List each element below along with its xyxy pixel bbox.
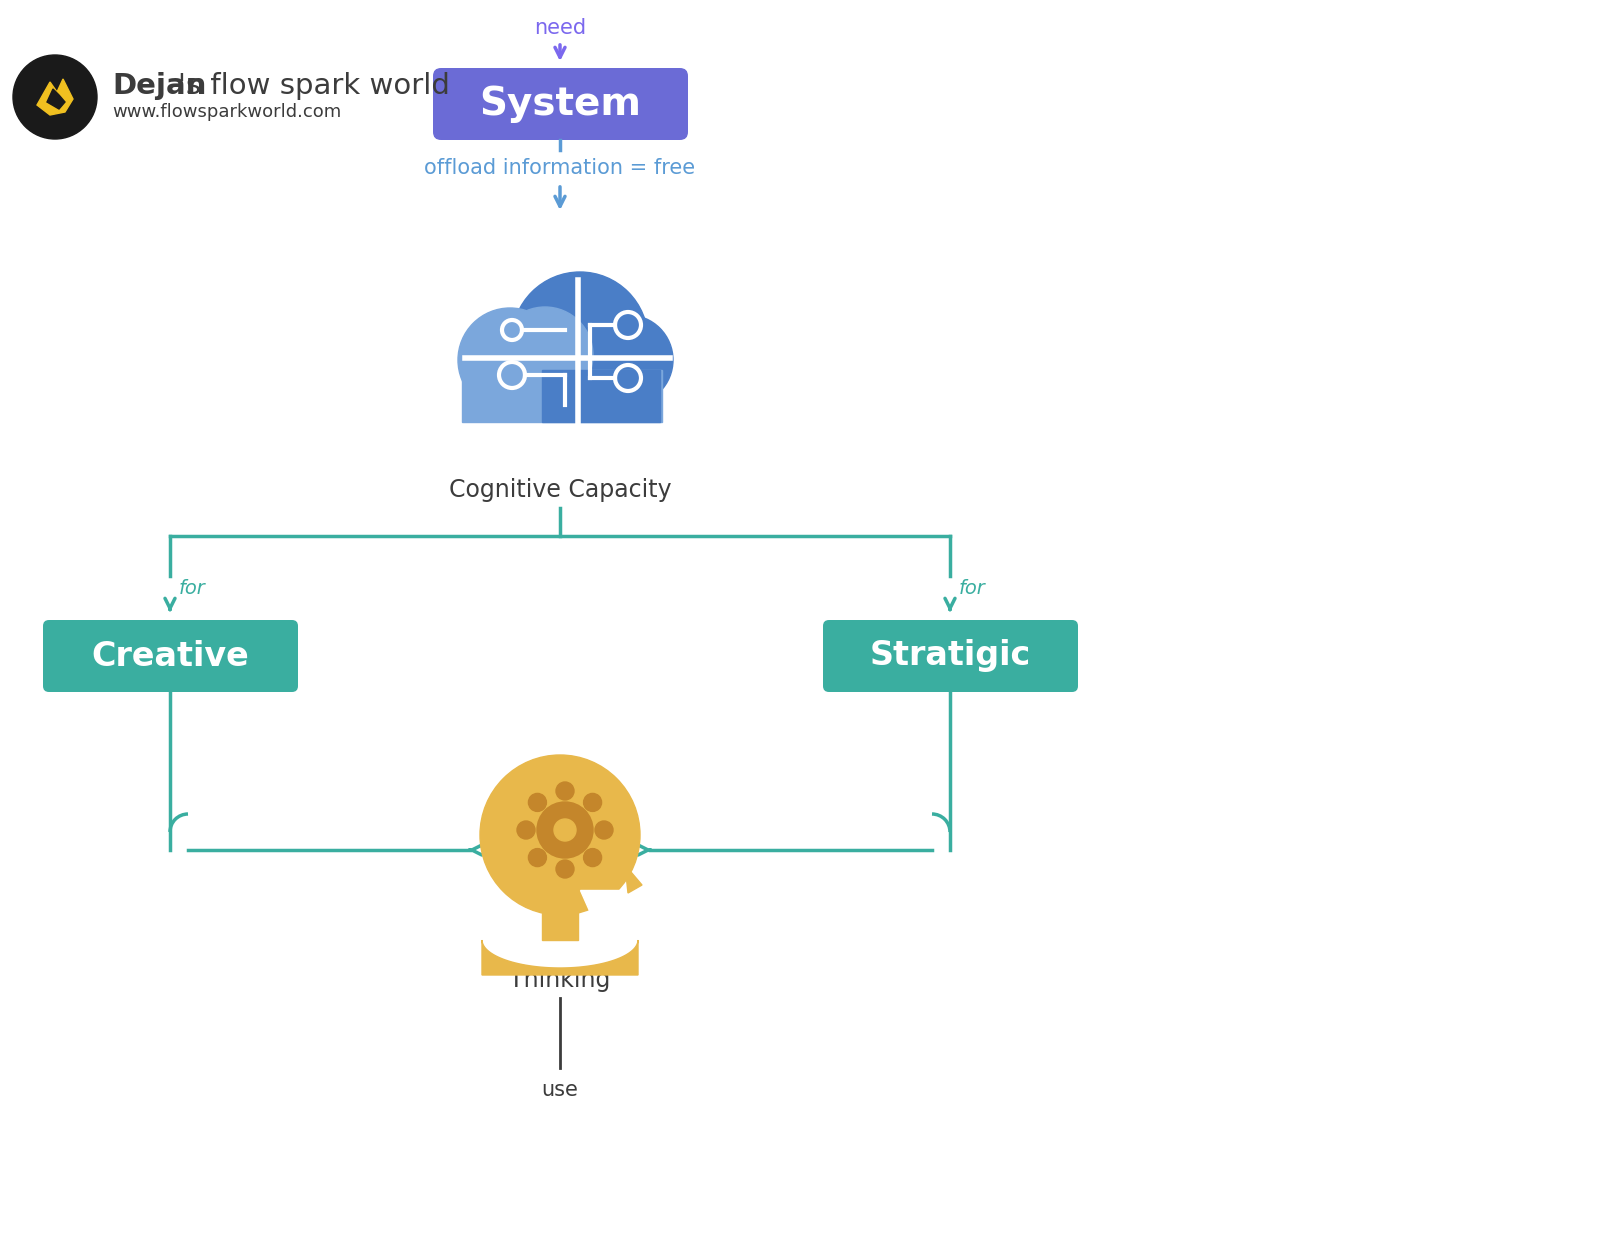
Circle shape [584, 849, 602, 867]
Text: offload information = free: offload information = free [424, 158, 696, 178]
Text: 's flow spark world: 's flow spark world [178, 72, 450, 100]
Circle shape [538, 802, 594, 858]
Polygon shape [579, 889, 640, 935]
Circle shape [557, 782, 574, 800]
Bar [542, 370, 661, 422]
FancyBboxPatch shape [434, 68, 688, 140]
Text: Cognitive Capacity: Cognitive Capacity [448, 477, 672, 502]
Circle shape [517, 821, 534, 839]
Circle shape [554, 819, 576, 841]
Circle shape [458, 308, 562, 412]
Polygon shape [37, 79, 74, 115]
Bar [462, 370, 662, 422]
FancyBboxPatch shape [43, 620, 298, 691]
Circle shape [584, 793, 602, 811]
Text: Thinking: Thinking [509, 969, 611, 992]
Text: www.flowsparkworld.com: www.flowsparkworld.com [112, 103, 341, 121]
Text: for: for [179, 579, 205, 597]
Circle shape [13, 54, 98, 139]
FancyBboxPatch shape [822, 620, 1078, 691]
Text: for: for [958, 579, 986, 597]
Circle shape [498, 307, 594, 403]
Circle shape [528, 793, 547, 811]
Text: Creative: Creative [91, 640, 250, 673]
Circle shape [528, 849, 547, 867]
Text: need: need [534, 19, 586, 38]
Text: use: use [541, 1080, 579, 1100]
Circle shape [480, 755, 640, 915]
Polygon shape [482, 940, 638, 975]
Text: System: System [480, 85, 642, 122]
Text: Stratigic: Stratigic [870, 640, 1030, 673]
Bar [542, 905, 578, 940]
Circle shape [582, 315, 674, 404]
Polygon shape [626, 865, 642, 893]
Circle shape [512, 272, 648, 408]
Polygon shape [46, 89, 66, 109]
Circle shape [595, 821, 613, 839]
Text: Dejan: Dejan [112, 72, 206, 100]
Circle shape [557, 860, 574, 878]
